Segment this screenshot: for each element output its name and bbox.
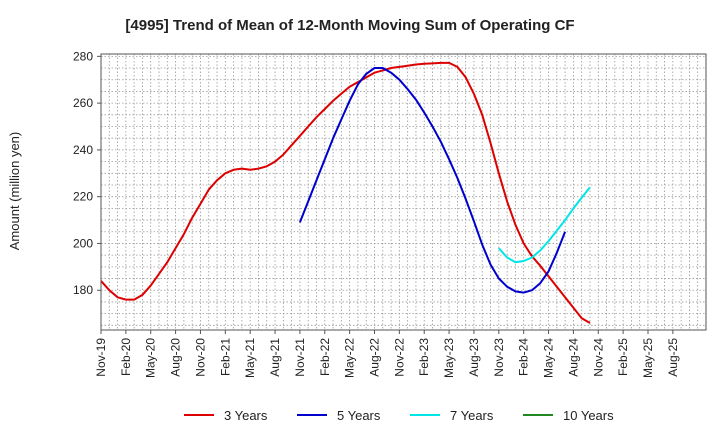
x-tick-label: Nov-22 — [392, 338, 406, 377]
x-tick-label: Feb-20 — [119, 338, 133, 376]
y-axis-label: Amount (million yen) — [7, 132, 22, 251]
x-tick-label: Feb-21 — [218, 338, 232, 376]
x-tick-label: May-21 — [243, 338, 257, 378]
x-tick-label: Nov-23 — [492, 338, 506, 377]
series-line — [100, 61, 591, 324]
x-tick-label: Aug-25 — [666, 338, 680, 377]
gridlines — [101, 54, 706, 330]
x-tick-label: Feb-25 — [616, 338, 630, 376]
series-lines — [100, 61, 591, 324]
y-axis-ticks: 180 200 220 240 260 280 — [73, 49, 101, 297]
x-tick-label: May-22 — [343, 338, 357, 378]
x-tick-label: Aug-23 — [467, 338, 481, 377]
x-tick-label: Nov-19 — [94, 338, 108, 377]
x-tick-label: Aug-24 — [566, 338, 580, 377]
x-tick-label: Aug-21 — [268, 338, 282, 377]
legend-label: 7 Years — [450, 408, 494, 423]
x-tick-label: Feb-22 — [318, 338, 332, 376]
y-tick-label: 260 — [73, 96, 93, 110]
x-tick-label: Aug-20 — [169, 338, 183, 377]
x-tick-label: May-25 — [641, 338, 655, 378]
x-tick-label: Feb-23 — [417, 338, 431, 376]
x-tick-label: Nov-20 — [193, 338, 207, 377]
series-line — [298, 67, 567, 294]
x-axis-ticks: Nov-19 Feb-20 May-20 Aug-20 Nov-20 Feb-21 May-… — [94, 330, 680, 378]
chart-title: [4995] Trend of Mean of 12-Month Moving … — [125, 17, 574, 34]
series-line — [498, 186, 591, 264]
y-tick-label: 200 — [73, 236, 93, 250]
y-tick-label: 220 — [73, 190, 93, 204]
x-tick-label: May-23 — [442, 338, 456, 378]
x-tick-label: Nov-21 — [293, 338, 307, 377]
x-tick-label: Feb-24 — [517, 338, 531, 376]
plot-frame — [100, 53, 707, 331]
y-tick-label: 280 — [73, 49, 93, 63]
y-tick-label: 240 — [73, 143, 93, 157]
y-tick-label: 180 — [73, 283, 93, 297]
legend-label: 3 Years — [224, 408, 268, 423]
plot-area — [101, 54, 706, 330]
legend-label: 5 Years — [337, 408, 381, 423]
legend-label: 10 Years — [563, 408, 614, 423]
x-tick-label: Aug-22 — [367, 338, 381, 377]
x-tick-label: May-20 — [144, 338, 158, 378]
legend: 3 Years 5 Years 7 Years 10 Years — [184, 408, 614, 423]
x-tick-label: May-24 — [542, 338, 556, 378]
x-tick-label: Nov-24 — [591, 338, 605, 377]
